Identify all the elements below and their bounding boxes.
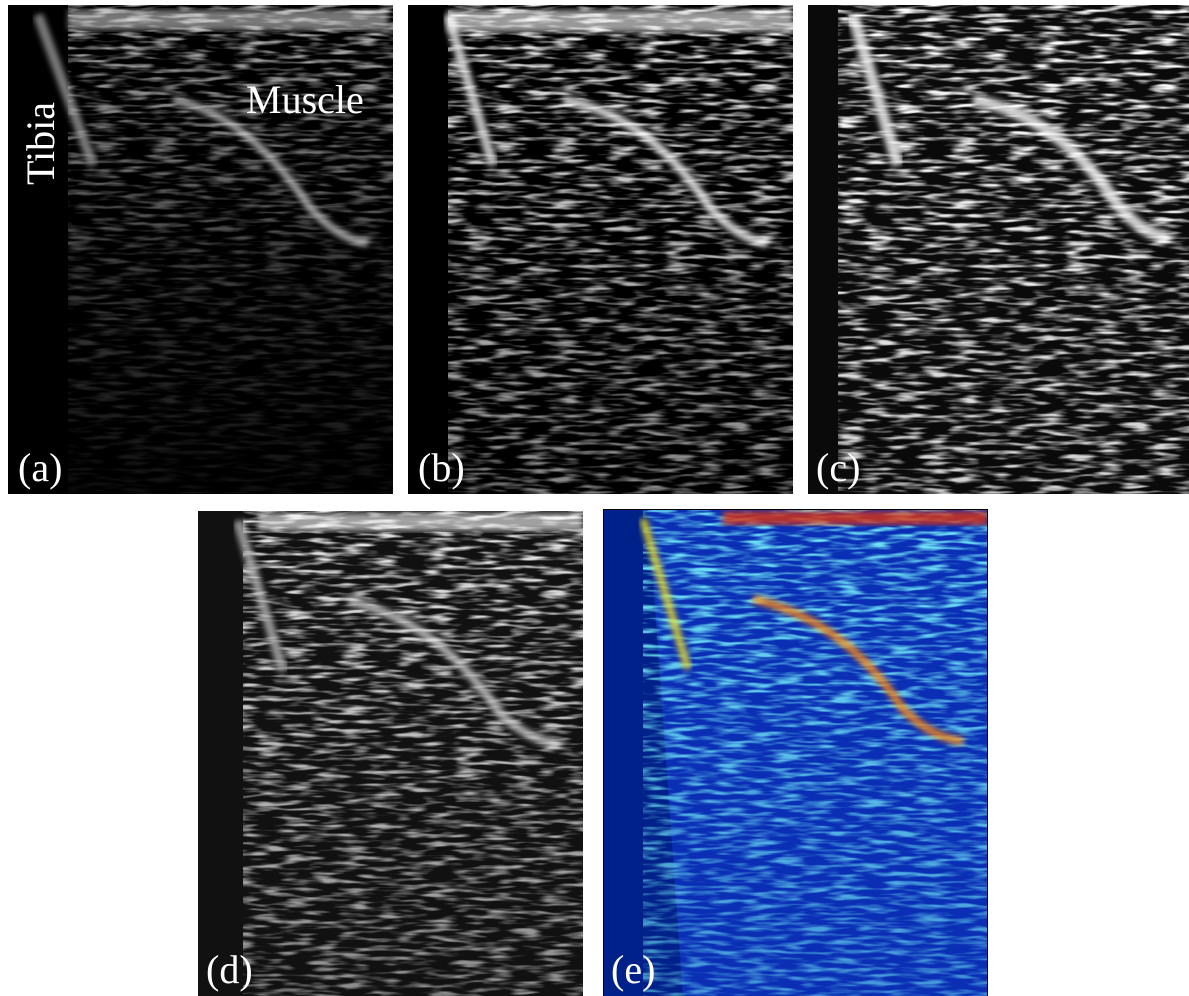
annotation: Tibia	[18, 102, 63, 185]
panel-label: (e)	[611, 947, 655, 992]
annotation: Muscle	[246, 77, 364, 122]
figure: (a) Tibia Muscle (b) (c) (d) (e	[0, 0, 1189, 996]
panel-d: (d)	[198, 511, 583, 996]
panel-c: (c)	[808, 5, 1189, 494]
panel-label: (c)	[816, 445, 860, 490]
panel-a: (a) Tibia Muscle	[8, 5, 393, 494]
panel-e: (e)	[603, 509, 988, 996]
panel-label: (d)	[206, 947, 253, 992]
panel-label: (a)	[18, 445, 62, 490]
panel-b: (b)	[408, 5, 793, 494]
panel-label: (b)	[418, 445, 465, 490]
page: (a) Tibia Muscle (b) (c) (d) (e	[0, 0, 1189, 996]
